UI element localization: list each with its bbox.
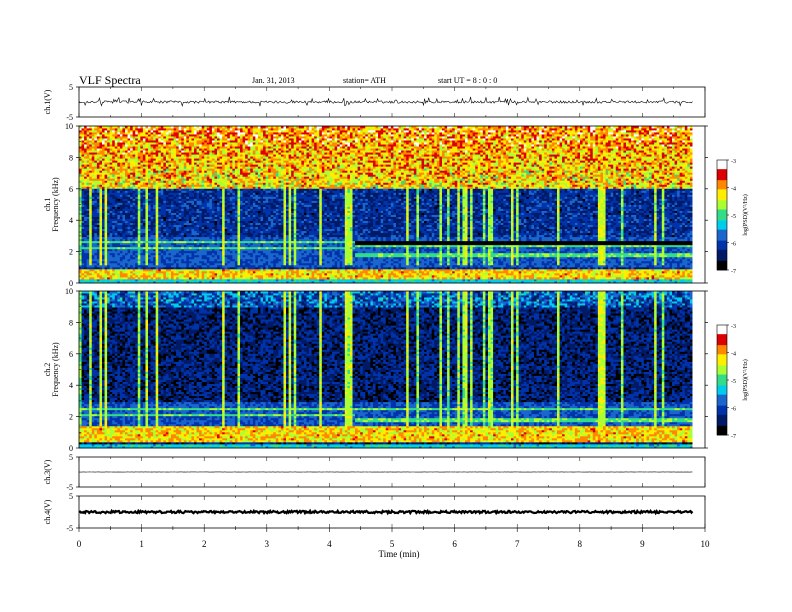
vlf-spectra-figure: VLF Spectra Jan. 31, 2013 station= ATH s… (0, 0, 792, 612)
waveform-trace (79, 97, 692, 106)
y-tick-label: 5 (69, 83, 73, 92)
ch1-waveform-panel: 5 -5 ch.1(V) (43, 83, 705, 122)
date-label: Jan. 31, 2013 (252, 76, 295, 85)
start-time-label: start UT = 8 : 0 : 0 (438, 76, 497, 85)
y-tick-label: -5 (66, 113, 73, 122)
figure-title: VLF Spectra (79, 73, 141, 87)
station-label: station= ATH (343, 76, 386, 85)
spectrogram-cells (79, 126, 693, 283)
y-axis-label: ch.1(V) (43, 89, 52, 114)
